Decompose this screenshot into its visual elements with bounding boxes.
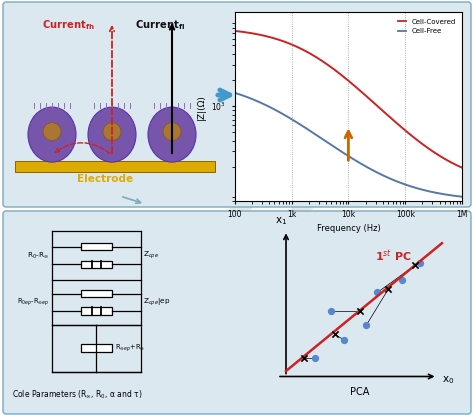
Text: Cole Parameters (R$_{\infty}$, R$_0$, α and τ): Cole Parameters (R$_{\infty}$, R$_0$, α … [11, 388, 142, 401]
Bar [81, 344, 112, 352]
Ellipse shape [43, 122, 61, 141]
Point [374, 289, 381, 296]
X-axis label: Frequency (Hz): Frequency (Hz) [317, 224, 380, 233]
Text: $\mathbf{Current_{fh}}$: $\mathbf{Current_{fh}}$ [42, 18, 94, 32]
Bar [81, 308, 112, 315]
FancyBboxPatch shape [3, 211, 471, 414]
FancyBboxPatch shape [3, 2, 471, 207]
Point [327, 308, 334, 314]
Ellipse shape [103, 122, 121, 141]
Text: Z$_{cpe}$: Z$_{cpe}$ [144, 250, 159, 261]
Text: eprint: eprint [98, 87, 424, 328]
Bar [81, 243, 112, 251]
Point [398, 276, 406, 283]
Point [363, 322, 370, 329]
Point [300, 355, 308, 361]
Legend: Cell-Covered, Cell-Free: Cell-Covered, Cell-Free [395, 16, 459, 37]
Ellipse shape [88, 107, 136, 162]
Point [311, 355, 319, 361]
Ellipse shape [148, 107, 196, 162]
Text: R$_{0ep}$-R$_{\infty ep}$: R$_{0ep}$-R$_{\infty ep}$ [17, 297, 49, 308]
Ellipse shape [28, 107, 76, 162]
Bar [81, 290, 112, 297]
Bar [81, 261, 112, 268]
Text: PCA: PCA [350, 387, 369, 397]
Bar [15, 161, 215, 172]
Point [356, 308, 363, 314]
Point [416, 260, 423, 266]
Point [385, 286, 392, 292]
Point [331, 331, 339, 338]
Text: R$_{\infty ep}$+R$_\infty$: R$_{\infty ep}$+R$_\infty$ [115, 342, 145, 354]
Y-axis label: |Z|(Ω): |Z|(Ω) [197, 94, 206, 120]
Point [340, 337, 348, 343]
Text: R$_0$-R$_\infty$: R$_0$-R$_\infty$ [27, 250, 49, 261]
Text: $\mathbf{Current_{fl}}$: $\mathbf{Current_{fl}}$ [135, 18, 185, 32]
Text: x$_0$: x$_0$ [442, 374, 454, 386]
Text: x$_1$: x$_1$ [275, 215, 288, 227]
Text: Z$_{cpe}$|ep: Z$_{cpe}$|ep [144, 297, 171, 308]
Text: 1$^{st}$ PC: 1$^{st}$ PC [375, 248, 412, 264]
Text: Electrode: Electrode [77, 174, 133, 184]
Point [411, 262, 419, 269]
Ellipse shape [163, 122, 181, 141]
